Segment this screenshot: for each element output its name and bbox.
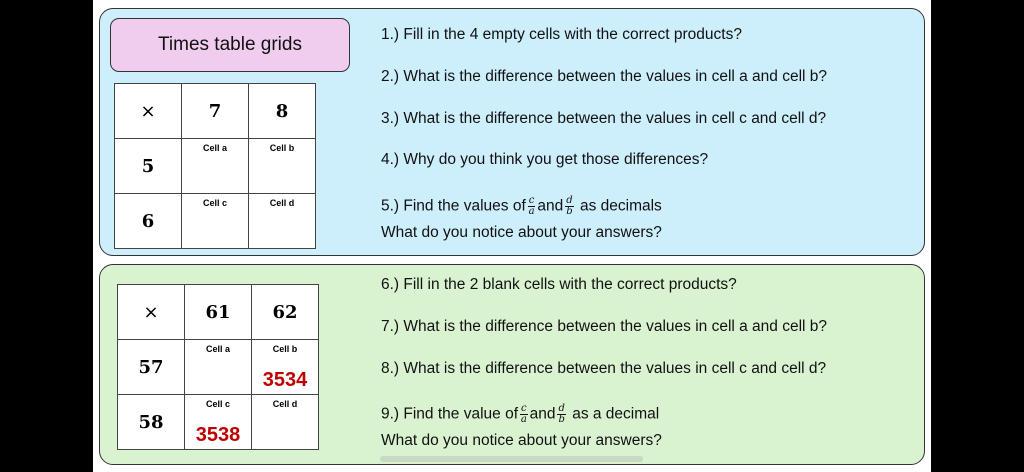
numerator: d xyxy=(565,195,574,207)
denominator: b xyxy=(558,414,565,425)
cell-label: Cell c xyxy=(205,399,230,409)
times-grid-1: × 7 8 5 Cell a Cell b 6 Cell c Cell d xyxy=(114,83,316,249)
cell-c: Cell c 3538 xyxy=(184,394,252,450)
q-text: 5.) Find the values of xyxy=(381,197,526,215)
cell-label: Cell c xyxy=(202,198,227,208)
question-5: 5.) Find the values of c a and d b as decimal… xyxy=(381,196,662,217)
cell-value: 3534 xyxy=(262,369,308,391)
cell-label: Cell a xyxy=(202,143,227,153)
question-2: 2.) What is the difference between the v… xyxy=(381,68,828,85)
cell-label: Cell a xyxy=(205,344,230,354)
denominator: b xyxy=(566,206,573,217)
scrollbar[interactable] xyxy=(380,456,643,462)
question-8: 8.) What is the difference between the v… xyxy=(381,360,827,377)
cell-label: Cell b xyxy=(272,344,298,354)
cell-c: Cell c xyxy=(181,193,249,249)
cell-a: Cell a xyxy=(181,138,249,194)
multiply-symbol: × xyxy=(114,83,182,139)
row-header: 6 xyxy=(114,193,182,249)
numerator: c xyxy=(527,195,536,207)
cell-b: Cell b 3534 xyxy=(251,339,319,395)
numerator: d xyxy=(557,403,566,415)
cell-b: Cell b xyxy=(248,138,316,194)
row-header: 58 xyxy=(117,394,185,450)
q-text: 9.) Find the value of xyxy=(381,405,518,423)
numerator: c xyxy=(520,403,528,415)
denominator: a xyxy=(528,206,535,217)
multiply-symbol: × xyxy=(117,284,185,340)
q-text: as decimals xyxy=(579,197,662,215)
cell-d: Cell d xyxy=(248,193,316,249)
question-4: 4.) Why do you think you get those diffe… xyxy=(381,151,709,168)
col-header: 7 xyxy=(181,83,249,139)
col-header: 8 xyxy=(248,83,316,139)
col-header: 62 xyxy=(251,284,319,340)
cell-value: 3538 xyxy=(195,424,241,446)
question-9: 9.) Find the value of c a and d b as a decima… xyxy=(381,404,659,425)
question-3: 3.) What is the difference between the v… xyxy=(381,110,827,127)
question-5-line-2: What do you notice about your answers? xyxy=(381,224,662,241)
times-grid-2: × 61 62 57 Cell a Cell b 3534 58 Cell c 3538 Cel… xyxy=(117,284,319,450)
title-box: Times table grids xyxy=(110,18,350,72)
cell-label: Cell d xyxy=(269,198,295,208)
q-text: and xyxy=(537,197,564,215)
q-text: as a decimal xyxy=(572,405,660,423)
cell-label: Cell b xyxy=(269,143,295,153)
row-header: 5 xyxy=(114,138,182,194)
denominator: a xyxy=(520,414,527,425)
cell-a: Cell a xyxy=(184,339,252,395)
question-7: 7.) What is the difference between the v… xyxy=(381,318,828,335)
q-text: and xyxy=(529,405,556,423)
question-1: 1.) Fill in the 4 empty cells with the c… xyxy=(381,26,742,43)
cell-label: Cell d xyxy=(272,399,298,409)
question-9-line-2: What do you notice about your answers? xyxy=(381,432,662,449)
row-header: 57 xyxy=(117,339,185,395)
question-6: 6.) Fill in the 2 blank cells with the c… xyxy=(381,276,737,293)
col-header: 61 xyxy=(184,284,252,340)
cell-d: Cell d xyxy=(251,394,319,450)
